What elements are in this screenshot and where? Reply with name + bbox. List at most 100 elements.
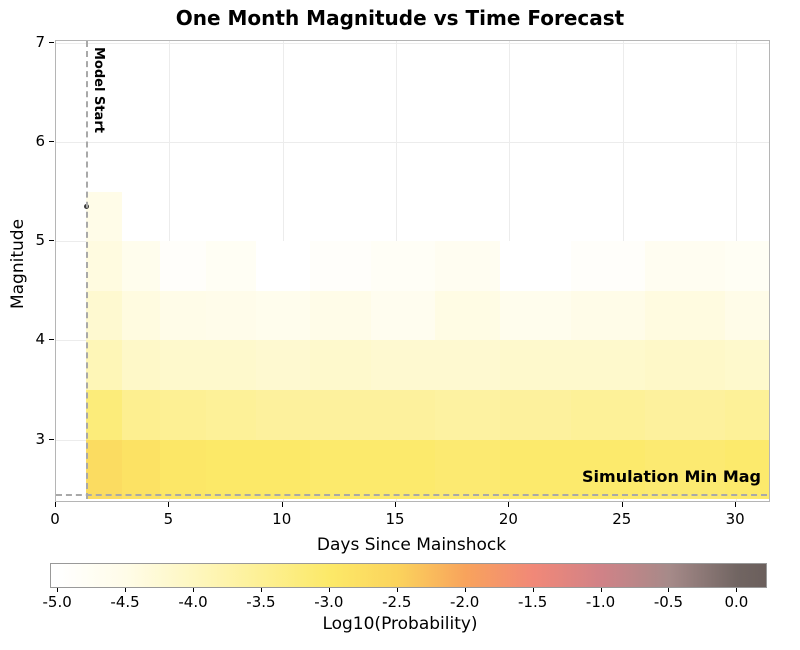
x-tick-mark	[168, 502, 170, 507]
y-gridline	[56, 42, 769, 44]
heatmap-cell	[255, 241, 310, 291]
x-axis-label: Days Since Mainshock	[316, 535, 507, 555]
heatmap-cell	[85, 191, 122, 242]
heatmap-cell	[724, 241, 769, 291]
heatmap-cell	[570, 290, 646, 341]
heatmap-cell	[645, 439, 725, 499]
x-tick-mark	[621, 502, 623, 507]
colorbar-tick-mark	[260, 588, 262, 592]
y-tick-mark	[49, 240, 54, 242]
colorbar-tick-mark	[600, 588, 602, 592]
colorbar-tick-mark	[668, 588, 670, 592]
x-tick-mark	[508, 502, 510, 507]
heatmap-cell	[371, 290, 435, 341]
y-tick-label: 6	[35, 132, 45, 151]
colorbar-tick-label: -2.5	[382, 593, 412, 611]
y-tick-label: 7	[35, 32, 45, 51]
colorbar-tick-label: -1.5	[517, 593, 548, 611]
heatmap-cell	[371, 439, 435, 499]
heatmap-cell	[160, 389, 206, 440]
heatmap-cell	[500, 439, 571, 499]
heatmap-cell	[160, 439, 206, 499]
heatmap-cell	[121, 241, 161, 291]
heatmap-cell	[570, 389, 646, 440]
y-tick-mark	[49, 438, 54, 440]
heatmap-cell	[309, 389, 372, 440]
x-tick-mark	[395, 502, 397, 507]
colorbar-tick-label: -0.5	[653, 593, 684, 611]
heatmap-cell	[121, 290, 161, 341]
heatmap-cell	[724, 290, 769, 341]
heatmap-cell	[85, 241, 122, 291]
chart-title: One Month Magnitude vs Time Forecast	[175, 6, 625, 30]
y-tick-label: 4	[35, 330, 45, 349]
heatmap-cell	[500, 290, 571, 341]
x-tick-mark	[281, 502, 283, 507]
colorbar	[50, 563, 767, 588]
heatmap-cell	[724, 439, 769, 499]
heatmap-cell	[645, 241, 725, 291]
colorbar-tick-label: -4.0	[178, 593, 208, 611]
heatmap-cell	[434, 340, 501, 390]
colorbar-tick-label: -5.0	[42, 593, 72, 611]
y-tick-label: 3	[35, 429, 45, 448]
heatmap-cell	[371, 389, 435, 440]
heatmap-cell	[85, 439, 122, 499]
colorbar-tick-label: 0.0	[724, 593, 749, 611]
x-tick-label: 10	[272, 510, 292, 528]
colorbar-tick-mark	[736, 588, 738, 592]
heatmap-cell	[255, 439, 310, 499]
x-tick-label: 5	[163, 510, 174, 528]
colorbar-tick-label: -1.0	[585, 593, 616, 611]
colorbar-tick-mark	[193, 588, 194, 592]
y-gridline	[56, 142, 769, 144]
y-tick-mark	[49, 339, 54, 341]
heatmap-cell	[121, 389, 161, 440]
y-tick-label: 5	[35, 231, 45, 250]
heatmap-cell	[255, 389, 310, 440]
colorbar-tick-mark	[396, 588, 398, 592]
x-tick-label: 30	[725, 510, 745, 528]
heatmap-cell	[570, 439, 646, 499]
colorbar-tick-label: -4.5	[110, 593, 140, 611]
heatmap-cell	[160, 340, 206, 390]
heatmap-cell	[255, 290, 310, 341]
heatmap-cell	[645, 290, 725, 341]
heatmap-cell	[205, 389, 256, 440]
heatmap-cell	[309, 439, 372, 499]
plot-area: Model Start Simulation Min Mag	[55, 40, 770, 502]
colorbar-tick-mark	[125, 588, 127, 592]
heatmap-cell	[309, 241, 372, 291]
sim-min-mag-label: Simulation Min Mag	[582, 467, 761, 487]
heatmap-cell	[160, 241, 206, 291]
heatmap-cell	[724, 340, 769, 390]
heatmap-cell	[500, 389, 571, 440]
x-tick-label: 0	[50, 510, 60, 528]
heatmap-cell	[434, 439, 501, 499]
sim-min-mag-line	[56, 494, 767, 497]
heatmap-cell	[85, 340, 122, 390]
colorbar-tick-mark	[328, 588, 330, 592]
heatmap-cell	[371, 241, 435, 291]
y-axis-label: Magnitude	[8, 218, 28, 310]
colorbar-tick-label: -2.0	[450, 593, 480, 611]
heatmap-cell	[205, 290, 256, 341]
heatmap-cell	[724, 389, 769, 440]
heatmap-cell	[570, 241, 646, 291]
colorbar-tick-label: -3.0	[314, 593, 344, 611]
x-tick-label: 15	[385, 510, 405, 528]
heatmap-cell	[160, 290, 206, 341]
x-tick-mark	[55, 502, 56, 507]
heatmap-cell	[85, 290, 122, 341]
x-tick-label: 25	[612, 510, 632, 528]
heatmap-cell	[371, 340, 435, 390]
y-tick-mark	[49, 41, 54, 43]
heatmap-cell	[434, 290, 501, 341]
heatmap-cell	[309, 290, 372, 341]
heatmap-cell	[570, 340, 646, 390]
x-tick-label: 20	[498, 510, 518, 528]
y-tick-mark	[49, 141, 54, 143]
model-start-line	[85, 41, 88, 499]
colorbar-tick-label: -3.5	[246, 593, 276, 611]
